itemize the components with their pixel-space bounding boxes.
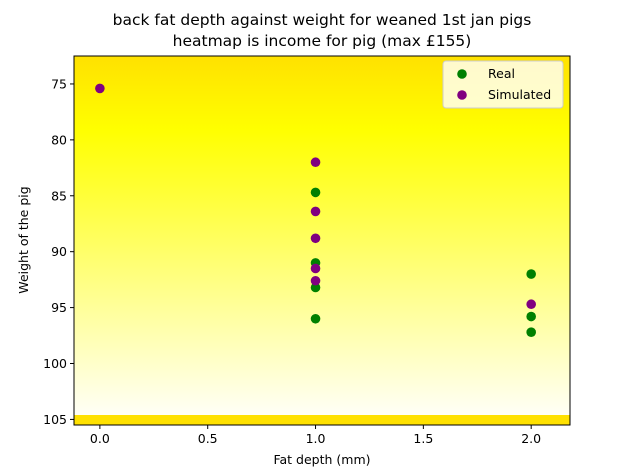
y-tick-label: 100 [43, 356, 67, 371]
data-points [73, 55, 571, 426]
point-simulated-2 [310, 206, 321, 217]
point-simulated-3 [310, 233, 321, 244]
heatmap-bottom-band [74, 415, 570, 425]
heatmap-gradient [74, 56, 570, 425]
y-tick-label: 105 [43, 412, 67, 427]
legend-marker-simulated [457, 90, 467, 100]
x-tick-label: 1.5 [413, 431, 433, 446]
legend-label-simulated: Simulated [488, 87, 551, 102]
point-real-2 [310, 282, 321, 293]
y-tick-label: 95 [51, 300, 67, 315]
point-real-5 [526, 311, 536, 322]
x-tick-label: 0.5 [198, 431, 218, 446]
point-real-4 [526, 269, 536, 279]
point-real-6 [526, 327, 536, 337]
point-simulated-4 [310, 263, 321, 274]
point-real-0 [310, 187, 321, 198]
point-simulated-5 [310, 275, 321, 286]
y-axis-label: Weight of the pig [16, 186, 31, 293]
legend: Real Simulated [442, 60, 564, 109]
legend-box [442, 60, 564, 109]
x-axis-label: Fat depth (mm) [273, 452, 370, 467]
point-simulated-0 [95, 83, 105, 94]
y-tick-label: 85 [51, 188, 67, 203]
heatmap-background [74, 56, 570, 425]
point-simulated-1 [310, 157, 321, 168]
y-tick-label: 90 [51, 244, 67, 259]
x-tick-label: 1.0 [306, 431, 326, 446]
y-tick-label: 75 [51, 76, 67, 91]
x-tick-label: 2.0 [521, 431, 541, 446]
legend-marker-real [457, 69, 467, 79]
point-real-3 [310, 313, 321, 324]
x-axis: 0.0 0.5 1.0 1.5 2.0 [90, 425, 541, 446]
legend-label-real: Real [488, 66, 515, 81]
chart-title-line-1: back fat depth against weight for weaned… [113, 11, 532, 29]
y-axis: 75 80 85 90 95 100 105 [43, 76, 74, 427]
chart-title-line-2: heatmap is income for pig (max £155) [173, 32, 472, 50]
point-simulated-6 [526, 299, 536, 310]
y-tick-label: 80 [51, 132, 67, 147]
plot-frame [73, 55, 571, 426]
x-tick-label: 0.0 [90, 431, 110, 446]
